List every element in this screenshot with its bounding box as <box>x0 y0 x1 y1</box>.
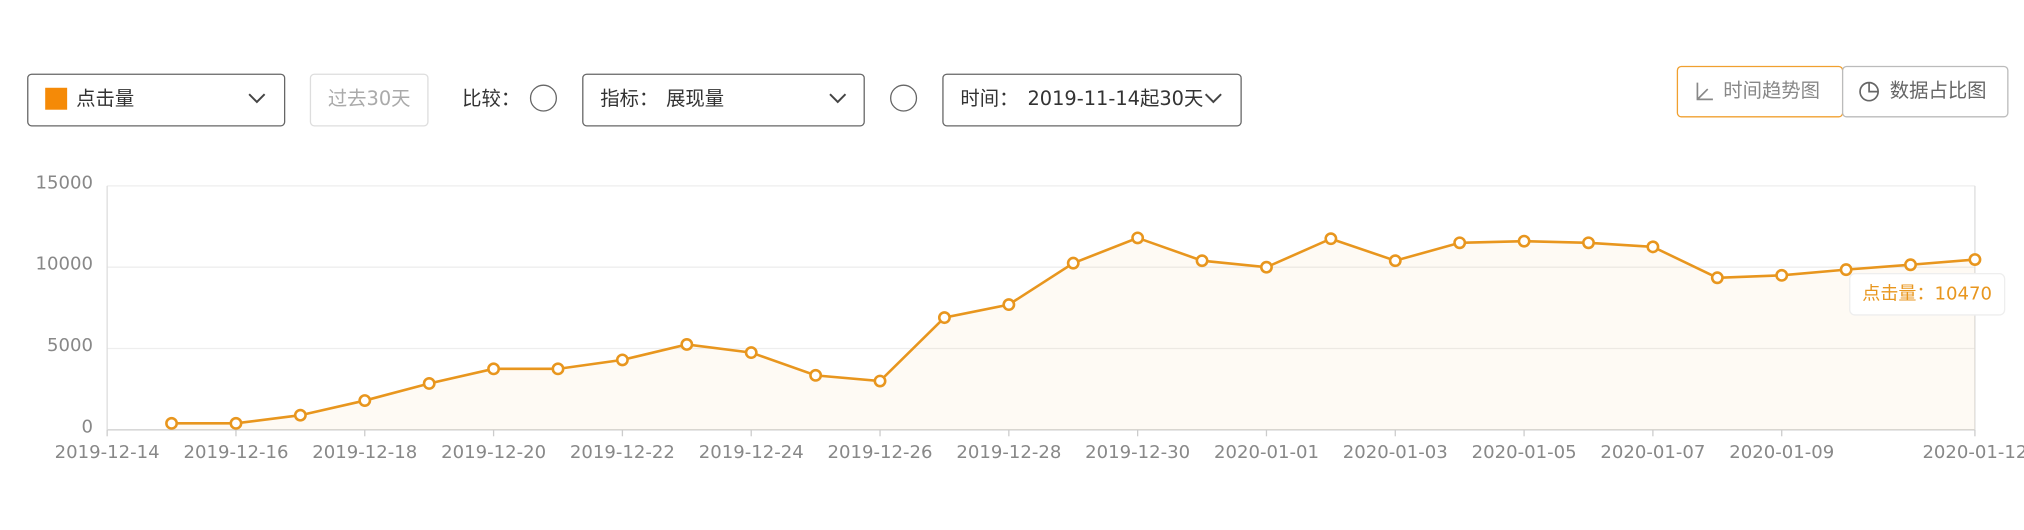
point <box>1710 271 1724 285</box>
point <box>1066 256 1080 270</box>
point <box>1002 298 1016 312</box>
area <box>171 237 1975 430</box>
point <box>1195 254 1209 268</box>
indicator-label: 指标： <box>600 87 658 110</box>
point <box>809 368 823 382</box>
tooltip-text: 点击量：10470 <box>1862 283 1992 304</box>
point <box>1324 232 1338 246</box>
point <box>1839 263 1853 277</box>
dropdown-text: 点击量 <box>76 87 134 110</box>
x-tick-label: 2019-12-16 <box>183 442 288 463</box>
tab-text: 时间趋势图 <box>1723 79 1820 102</box>
tooltip: 点击量：10470 <box>1849 273 2006 316</box>
x-tick-label: 2020-01-03 <box>1343 442 1448 463</box>
y-tick-label: 10000 <box>35 254 92 275</box>
point <box>551 362 565 376</box>
point <box>1260 260 1273 274</box>
point <box>487 362 501 376</box>
point <box>1131 231 1145 245</box>
point <box>1646 240 1660 254</box>
tooltip-box <box>1849 273 2006 316</box>
x-tick-label: 2019-12-14 <box>55 442 160 463</box>
x-tick-label: 2019-12-18 <box>312 442 417 463</box>
range-button[interactable]: 过去30天 <box>309 73 429 127</box>
x-tick-label: 2019-12-24 <box>699 442 804 463</box>
point <box>873 374 887 388</box>
point <box>615 353 629 367</box>
ratio-tab[interactable]: 数据占比图 <box>1841 65 2009 118</box>
point <box>1453 236 1467 250</box>
time-radio[interactable] <box>890 84 918 112</box>
point <box>422 377 436 390</box>
point <box>1968 253 1982 267</box>
point <box>1517 234 1531 248</box>
point <box>1388 254 1402 268</box>
point <box>1582 236 1595 250</box>
time-value: 2019-11-14起30天 <box>1027 87 1203 110</box>
y-tick-label: 5000 <box>47 335 93 356</box>
x-tick-label: 2020-01-01 <box>1214 442 1319 463</box>
time-label: 时间： <box>960 87 1018 110</box>
point <box>293 408 307 422</box>
time-dropdown[interactable]: 时间： 2019-11-14起30天 <box>942 73 1242 127</box>
point <box>680 337 694 351</box>
metric-dropdown[interactable]: 点击量 <box>27 73 286 127</box>
x-tick-label: 2020-01-05 <box>1472 442 1577 463</box>
compare-radio[interactable] <box>529 84 557 112</box>
tab-text: 数据占比图 <box>1890 79 1987 102</box>
point <box>1904 258 1917 272</box>
indicator-dropdown[interactable]: 指标： 展现量 <box>582 73 865 127</box>
y-tick-label: 15000 <box>35 172 92 193</box>
y-tick-label: 0 <box>81 416 93 437</box>
trend-tab[interactable]: 时间趋势图 <box>1676 65 1844 118</box>
x-tick-label: 2019-12-30 <box>1085 442 1190 463</box>
x-tick-label: 2020-01-12 <box>1922 442 2024 463</box>
x-tick-label: 2019-12-28 <box>956 442 1061 463</box>
point <box>1775 268 1789 282</box>
x-tick-label: 2019-12-22 <box>570 442 675 463</box>
x-tick-label: 2020-01-09 <box>1729 442 1834 463</box>
x-tick-label: 2020-01-07 <box>1600 442 1705 463</box>
compare-label: 比较： <box>462 87 520 110</box>
x-tick-label: 2019-12-20 <box>441 442 546 463</box>
button-text: 过去30天 <box>328 87 411 110</box>
point <box>937 311 951 325</box>
point <box>165 416 179 430</box>
point <box>358 394 372 408</box>
x-tick-label: 2019-12-26 <box>828 442 933 463</box>
point <box>229 416 243 430</box>
indicator-value: 展现量 <box>666 87 724 110</box>
point <box>744 346 758 360</box>
